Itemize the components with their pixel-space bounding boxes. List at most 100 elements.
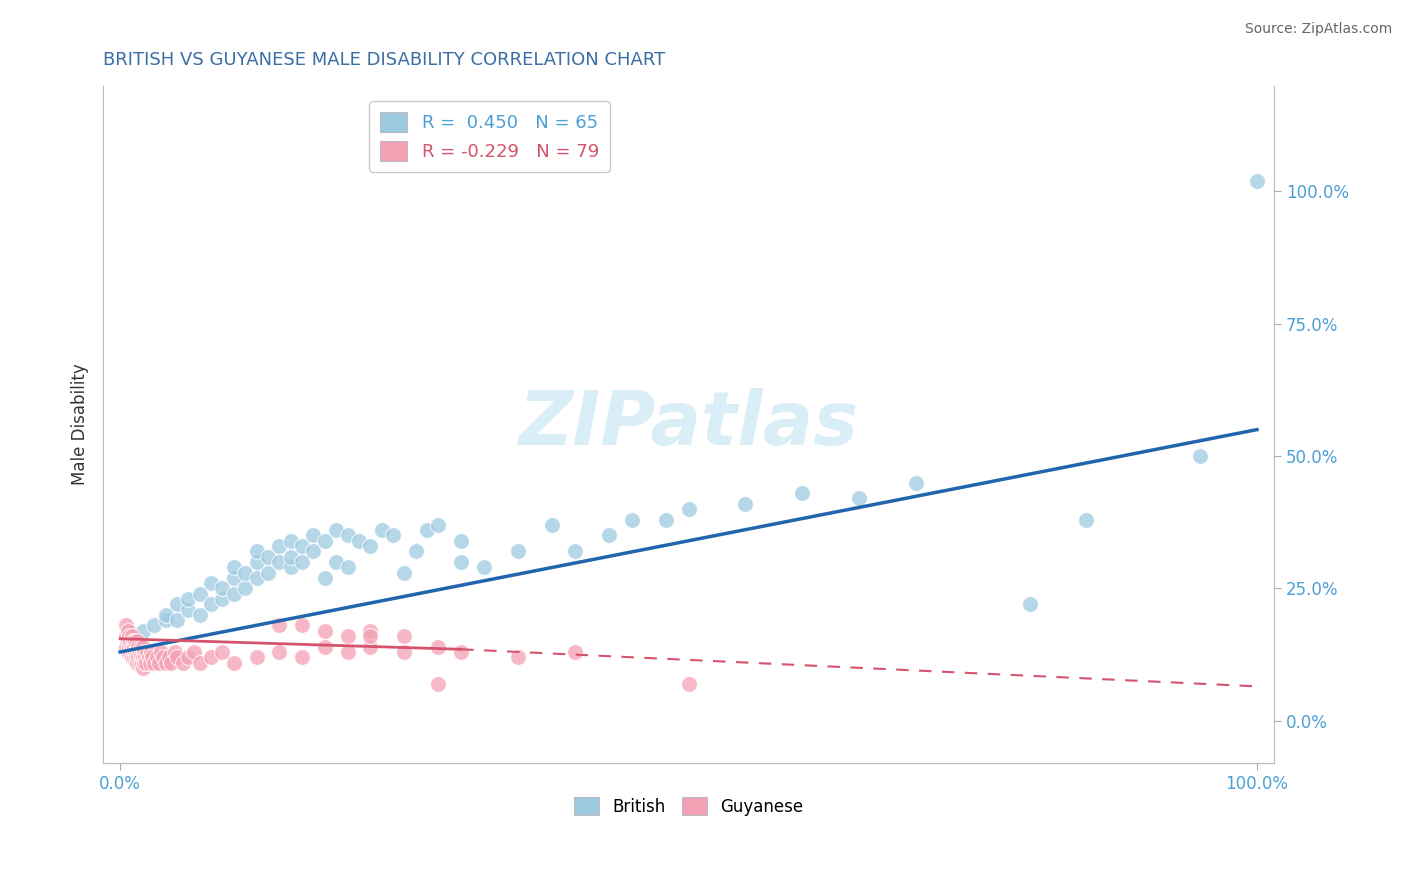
Point	[1189, 449, 1212, 463]
Point	[904, 475, 927, 490]
Point	[269, 539, 291, 553]
Point	[166, 613, 188, 627]
Point	[382, 528, 405, 542]
Point	[120, 645, 142, 659]
Point	[416, 523, 439, 537]
Point	[245, 650, 267, 665]
Point	[222, 656, 245, 670]
Point	[177, 650, 200, 665]
Point	[122, 640, 145, 654]
Point	[211, 582, 233, 596]
Point	[127, 656, 149, 670]
Point	[336, 560, 359, 574]
Point	[124, 634, 146, 648]
Point	[314, 571, 336, 585]
Point	[222, 571, 245, 585]
Point	[128, 656, 150, 670]
Point	[1018, 597, 1040, 611]
Point	[118, 640, 141, 654]
Point	[135, 656, 157, 670]
Point	[792, 486, 814, 500]
Point	[127, 634, 149, 648]
Point	[115, 640, 138, 654]
Point	[314, 533, 336, 548]
Point	[222, 587, 245, 601]
Point	[336, 629, 359, 643]
Point	[450, 533, 472, 548]
Point	[120, 634, 142, 648]
Point	[200, 576, 222, 591]
Point	[269, 645, 291, 659]
Point	[127, 640, 149, 654]
Point	[152, 650, 174, 665]
Point	[359, 539, 381, 553]
Point	[143, 656, 166, 670]
Point	[302, 544, 325, 558]
Point	[129, 640, 152, 654]
Point	[291, 618, 314, 632]
Point	[564, 645, 586, 659]
Point	[233, 566, 256, 580]
Point	[124, 645, 146, 659]
Point	[541, 517, 564, 532]
Point	[734, 497, 756, 511]
Point	[302, 528, 325, 542]
Point	[620, 513, 643, 527]
Point	[117, 634, 139, 648]
Point	[136, 645, 159, 659]
Point	[1246, 174, 1268, 188]
Point	[115, 629, 138, 643]
Point	[314, 624, 336, 638]
Point	[359, 640, 381, 654]
Point	[132, 650, 155, 665]
Point	[257, 566, 280, 580]
Point	[280, 533, 302, 548]
Point	[117, 645, 139, 659]
Point	[115, 618, 138, 632]
Point	[245, 544, 267, 558]
Point	[188, 656, 211, 670]
Point	[121, 629, 143, 643]
Point	[347, 533, 370, 548]
Point	[211, 645, 233, 659]
Point	[200, 650, 222, 665]
Point	[134, 650, 156, 665]
Point	[291, 555, 314, 569]
Point	[472, 560, 495, 574]
Point	[269, 618, 291, 632]
Point	[157, 650, 180, 665]
Point	[427, 677, 450, 691]
Point	[245, 555, 267, 569]
Point	[655, 513, 678, 527]
Point	[138, 656, 160, 670]
Point	[222, 560, 245, 574]
Point	[506, 544, 529, 558]
Point	[405, 544, 427, 558]
Point	[678, 677, 700, 691]
Point	[177, 592, 200, 607]
Point	[183, 645, 205, 659]
Point	[150, 645, 173, 659]
Point	[125, 650, 148, 665]
Point	[211, 592, 233, 607]
Point	[121, 650, 143, 665]
Y-axis label: Male Disability: Male Disability	[72, 363, 89, 485]
Point	[118, 629, 141, 643]
Point	[394, 645, 416, 659]
Point	[129, 650, 152, 665]
Point	[132, 656, 155, 670]
Point	[257, 549, 280, 564]
Point	[359, 629, 381, 643]
Point	[291, 539, 314, 553]
Point	[127, 645, 149, 659]
Point	[336, 645, 359, 659]
Point	[269, 555, 291, 569]
Point	[848, 491, 870, 506]
Point	[325, 523, 347, 537]
Point	[145, 650, 167, 665]
Point	[370, 523, 392, 537]
Point	[280, 560, 302, 574]
Point	[394, 629, 416, 643]
Text: BRITISH VS GUYANESE MALE DISABILITY CORRELATION CHART: BRITISH VS GUYANESE MALE DISABILITY CORR…	[103, 51, 665, 69]
Point	[155, 656, 177, 670]
